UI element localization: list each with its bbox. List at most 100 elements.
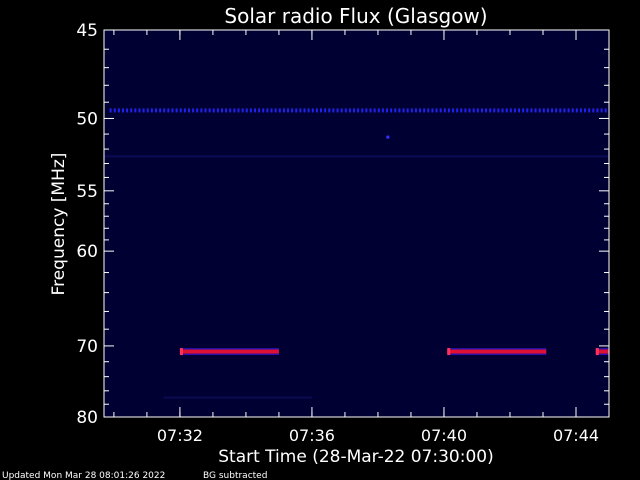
plot-area bbox=[104, 30, 609, 417]
rfi-dot bbox=[431, 108, 434, 113]
rfi-dot bbox=[138, 108, 141, 113]
rfi-dotted-line bbox=[109, 108, 607, 113]
rfi-dot bbox=[575, 108, 578, 113]
rfi-dot bbox=[563, 108, 566, 113]
y-axis-label: Frequency [MHz] bbox=[49, 153, 69, 296]
rfi-dot bbox=[200, 108, 203, 113]
rfi-dot bbox=[229, 108, 232, 113]
rfi-dot bbox=[146, 108, 149, 113]
rfi-dot bbox=[241, 108, 244, 113]
rfi-dot bbox=[493, 108, 496, 113]
rfi-dot bbox=[538, 108, 541, 113]
rfi-dot bbox=[249, 108, 252, 113]
y-tick-label: 50 bbox=[76, 109, 98, 129]
rfi-dot bbox=[555, 108, 558, 113]
rfi-dot bbox=[212, 108, 215, 113]
rfi-dot bbox=[398, 108, 401, 113]
rfi-dot bbox=[315, 108, 318, 113]
rfi-dot bbox=[596, 108, 599, 113]
rfi-dot bbox=[579, 108, 582, 113]
band-core bbox=[447, 349, 547, 354]
rfi-dot bbox=[534, 108, 537, 113]
rfi-dot bbox=[270, 108, 273, 113]
rfi-dot bbox=[476, 108, 479, 113]
rfi-dot bbox=[546, 108, 549, 113]
rfi-dot bbox=[357, 108, 360, 113]
rfi-dot bbox=[311, 108, 314, 113]
rfi-dot bbox=[175, 108, 178, 113]
rfi-dot bbox=[303, 108, 306, 113]
x-tick-label: 07:36 bbox=[289, 426, 335, 445]
plot-frame bbox=[103, 29, 610, 418]
rfi-dot bbox=[423, 108, 426, 113]
emission-band bbox=[595, 348, 609, 356]
rfi-dot bbox=[489, 108, 492, 113]
rfi-dot bbox=[324, 108, 327, 113]
rfi-dot bbox=[287, 108, 290, 113]
rfi-dot bbox=[220, 108, 223, 113]
rfi-dot bbox=[452, 108, 455, 113]
y-tick-label: 60 bbox=[76, 242, 98, 262]
rfi-dot bbox=[167, 108, 170, 113]
rfi-dot bbox=[402, 108, 405, 113]
rfi-dot bbox=[348, 108, 351, 113]
rfi-dot bbox=[472, 108, 475, 113]
rfi-dot bbox=[505, 108, 508, 113]
rfi-dot bbox=[427, 108, 430, 113]
updated-timestamp: Updated Mon Mar 28 08:01:26 2022 bbox=[2, 471, 165, 480]
rfi-dot bbox=[584, 108, 587, 113]
rfi-dot bbox=[377, 108, 380, 113]
background-note: BG subtracted bbox=[203, 471, 267, 480]
band-core bbox=[179, 349, 279, 354]
y-tick-label: 70 bbox=[76, 337, 98, 357]
rfi-dot bbox=[187, 108, 190, 113]
rfi-dot bbox=[604, 108, 607, 113]
rfi-dot bbox=[258, 108, 261, 113]
rfi-dot bbox=[410, 108, 413, 113]
rfi-dot bbox=[344, 108, 347, 113]
rfi-dot bbox=[340, 108, 343, 113]
rfi-dot bbox=[468, 108, 471, 113]
rfi-dot bbox=[142, 108, 145, 113]
rfi-dot bbox=[295, 108, 298, 113]
rfi-dot bbox=[567, 108, 570, 113]
rfi-dot bbox=[373, 108, 376, 113]
rfi-dot bbox=[328, 108, 331, 113]
rfi-dot bbox=[121, 108, 124, 113]
rfi-dot bbox=[522, 108, 525, 113]
rfi-dot bbox=[530, 108, 533, 113]
emission-band bbox=[447, 348, 547, 356]
faint-trace bbox=[104, 155, 609, 158]
rfi-dot bbox=[192, 108, 195, 113]
rfi-dot bbox=[336, 108, 339, 113]
rfi-dot bbox=[381, 108, 384, 113]
rfi-dot bbox=[254, 108, 257, 113]
rfi-dot bbox=[204, 108, 207, 113]
rfi-dot bbox=[237, 108, 240, 113]
x-axis-label: Start Time (28-Mar-22 07:30:00) bbox=[218, 447, 493, 467]
rfi-dot bbox=[117, 108, 120, 113]
rfi-dot bbox=[518, 108, 521, 113]
rfi-dot bbox=[274, 108, 277, 113]
rfi-dot bbox=[369, 108, 372, 113]
rfi-dot bbox=[225, 108, 228, 113]
rfi-dot bbox=[480, 108, 483, 113]
rfi-dot bbox=[592, 108, 595, 113]
rfi-dot bbox=[513, 108, 516, 113]
rfi-dot bbox=[159, 108, 162, 113]
rfi-dot bbox=[150, 108, 153, 113]
rfi-dot bbox=[278, 108, 281, 113]
rfi-dot bbox=[414, 108, 417, 113]
rfi-dot bbox=[134, 108, 137, 113]
rfi-dot bbox=[394, 108, 397, 113]
rfi-dot bbox=[386, 108, 389, 113]
band-edge bbox=[179, 348, 183, 356]
rfi-dot bbox=[497, 108, 500, 113]
rfi-dot bbox=[353, 108, 356, 113]
rfi-dot bbox=[291, 108, 294, 113]
rfi-dot bbox=[282, 108, 285, 113]
rfi-dot bbox=[183, 108, 186, 113]
rfi-dot bbox=[419, 108, 422, 113]
rfi-dot bbox=[588, 108, 591, 113]
